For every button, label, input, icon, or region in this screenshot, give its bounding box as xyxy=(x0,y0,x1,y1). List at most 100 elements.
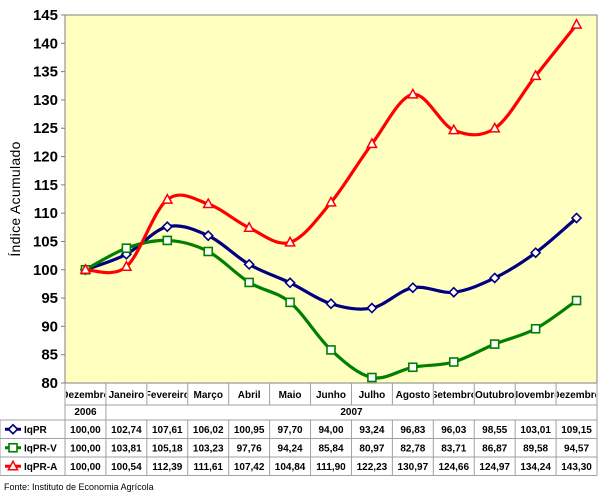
y-tick-label: 90 xyxy=(41,318,58,335)
data-point-diamond xyxy=(284,277,296,289)
data-point-diamond xyxy=(366,302,378,314)
table-cell: 86,87 xyxy=(482,443,507,454)
data-point-triangle xyxy=(529,69,542,81)
legend-marker-diamond xyxy=(7,423,19,435)
data-point-square xyxy=(489,339,500,349)
table-cell: 112,39 xyxy=(152,462,182,473)
table-cell: 104,84 xyxy=(275,462,306,473)
data-point-triangle xyxy=(406,87,419,99)
y-tick-label: 135 xyxy=(33,64,58,81)
category-label: Fevereiro xyxy=(145,390,190,401)
y-tick-label: 130 xyxy=(33,92,58,109)
category-label: Novembro xyxy=(511,390,560,401)
data-point-diamond xyxy=(161,221,173,233)
table-cell: 134,24 xyxy=(520,462,551,473)
data-point-triangle xyxy=(570,18,583,29)
table-row-iqpr-v: IqPR-V 100,00 103,81 105,18 103,23 97,76 94,24… xyxy=(5,442,589,454)
table-cell: 100,00 xyxy=(70,443,101,454)
table-cell: 106,02 xyxy=(193,425,224,436)
table-cell: 97,76 xyxy=(237,443,262,454)
table-cell: 109,15 xyxy=(561,425,592,436)
category-label: Junho xyxy=(316,390,346,401)
data-point-square xyxy=(203,246,214,257)
table-cell: 143,30 xyxy=(561,462,592,473)
data-point-diamond xyxy=(448,286,460,298)
data-point-diamond xyxy=(407,282,419,294)
series-iqpr-a xyxy=(79,18,583,275)
table-row-iqpr-a: IqPR-A 100,00 100,54 112,39 111,61 107,42 104,… xyxy=(5,459,592,473)
y-tick-label: 125 xyxy=(33,120,58,137)
table-cell: 89,58 xyxy=(523,443,548,454)
data-point-square xyxy=(408,362,418,373)
data-point-triangle xyxy=(120,260,133,271)
y-tick-label: 105 xyxy=(33,233,58,250)
table-cell: 83,71 xyxy=(441,443,466,454)
category-label: Março xyxy=(194,390,223,401)
y-axis: 80 85 90 95 100 105 110 115 120 125 130 135 140 145 xyxy=(33,7,65,392)
data-point-square xyxy=(121,243,132,253)
table-cell: 97,70 xyxy=(278,425,303,436)
table-cell: 85,84 xyxy=(318,443,343,454)
table-cell: 122,23 xyxy=(357,462,388,473)
series-iqpr-v xyxy=(80,235,582,383)
y-tick-label: 85 xyxy=(41,347,58,364)
legend-marker-triangle xyxy=(7,459,19,471)
y-tick-label: 140 xyxy=(33,35,58,52)
category-label: Maio xyxy=(279,390,302,401)
table-cell: 107,61 xyxy=(152,425,183,436)
table-row-iqpr: IqPR 100,00 102,74 107,61 106,02 100,95 97,70 9… xyxy=(5,423,592,436)
data-point-triangle xyxy=(243,221,256,233)
table-cell: 96,83 xyxy=(400,425,425,436)
table-cell: 100,00 xyxy=(70,462,101,473)
data-point-triangle xyxy=(325,195,337,207)
source-note: Fonte: Instituto de Economia Agrícola xyxy=(4,482,154,492)
table-cell: 94,24 xyxy=(278,443,303,454)
data-point-diamond xyxy=(202,230,214,242)
category-label: Dezembro xyxy=(61,390,109,401)
table-cell: 82,78 xyxy=(400,443,425,454)
table-cell: 98,55 xyxy=(482,425,507,436)
table-cell: 102,74 xyxy=(111,425,142,436)
data-point-square xyxy=(448,357,459,367)
data-point-square xyxy=(571,295,582,306)
category-label: Dezembro xyxy=(552,390,600,401)
data-point-triangle xyxy=(366,137,378,149)
y-tick-label: 80 xyxy=(41,375,58,392)
table-cell: 103,81 xyxy=(111,443,142,454)
category-label: Abril xyxy=(238,390,261,401)
category-label: Julho xyxy=(359,390,386,401)
category-label: Outubro xyxy=(475,390,514,401)
year-label-2006: 2006 xyxy=(74,407,97,418)
data-point-square xyxy=(162,235,173,246)
table-cell: 93,24 xyxy=(359,425,384,436)
table-cell: 100,95 xyxy=(234,425,265,436)
category-label: Setembro xyxy=(431,390,477,401)
data-point-square xyxy=(367,372,377,383)
table-cell: 94,57 xyxy=(564,443,589,454)
series-name: IqPR-A xyxy=(24,462,57,473)
data-point-triangle xyxy=(79,263,92,275)
data-point-triangle xyxy=(202,197,215,209)
data-point-diamond xyxy=(529,247,542,259)
data-point-square xyxy=(285,297,295,308)
series-name: IqPR xyxy=(24,425,48,436)
data-point-square xyxy=(244,277,254,288)
table-cell: 100,00 xyxy=(70,425,101,436)
y-tick-label: 100 xyxy=(33,262,58,279)
data-point-square xyxy=(326,345,336,355)
y-tick-label: 115 xyxy=(34,177,58,194)
data-point-triangle xyxy=(161,193,174,204)
data-point-square xyxy=(530,323,541,334)
data-point-diamond xyxy=(243,258,255,271)
year-label-2007: 2007 xyxy=(340,407,363,418)
table-cell: 111,61 xyxy=(193,462,223,473)
table-cell: 107,42 xyxy=(234,462,265,473)
legend-marker-square xyxy=(8,442,18,453)
data-point-triangle xyxy=(284,235,296,247)
y-tick-label: 95 xyxy=(41,290,58,307)
data-point-triangle xyxy=(488,121,501,133)
table-cell: 103,23 xyxy=(193,443,224,454)
table-cell: 80,97 xyxy=(359,443,384,454)
data-point-diamond xyxy=(570,212,583,224)
